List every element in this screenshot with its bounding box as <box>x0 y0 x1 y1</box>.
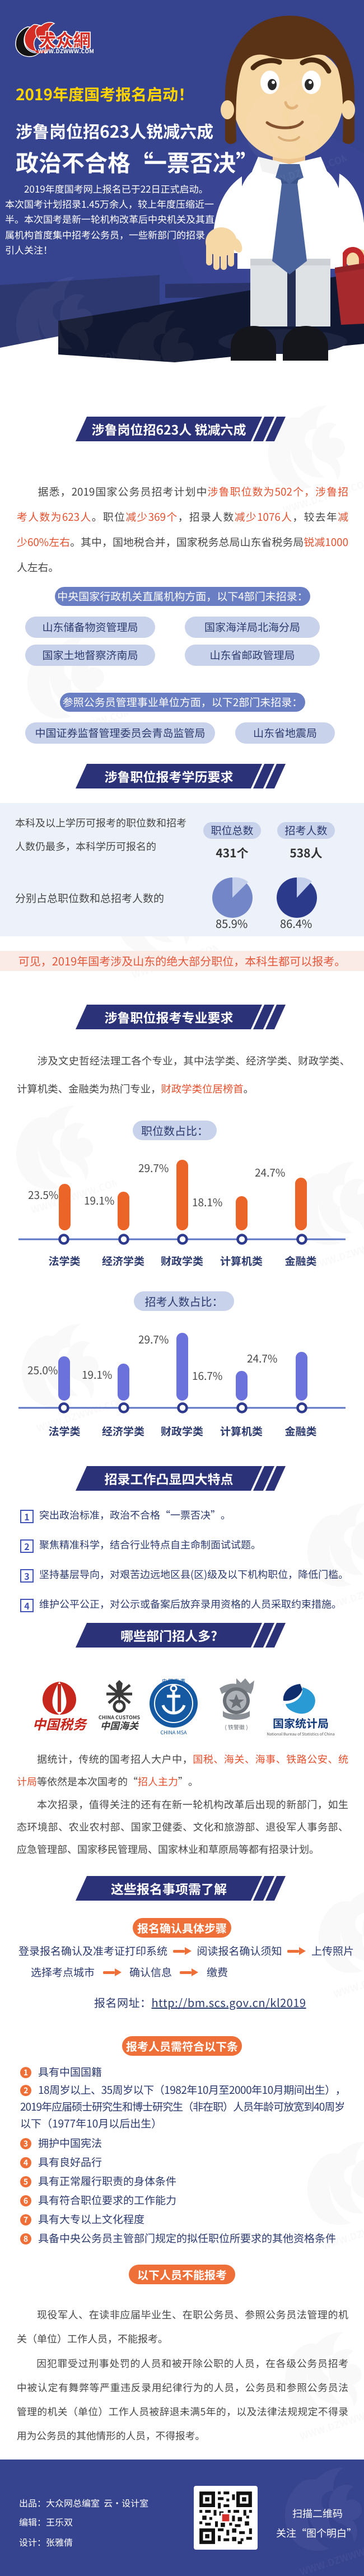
svg-text:( 铁警徽 ): ( 铁警徽 ) <box>225 1723 248 1731</box>
svg-text:National Bureau of Statistics: National Bureau of Statistics of China <box>267 1732 334 1737</box>
svg-text:中国海关: 中国海关 <box>100 1718 139 1732</box>
svg-text:中国税务: 中国税务 <box>32 1714 88 1733</box>
svg-text:中 国 海 事: 中 国 海 事 <box>162 1677 185 1684</box>
svg-text:CHINA MSA: CHINA MSA <box>160 1729 187 1736</box>
svg-text:国家统计局: 国家统计局 <box>273 1715 329 1731</box>
svg-text:CHINA CUSTOMS: CHINA CUSTOMS <box>99 1714 141 1721</box>
